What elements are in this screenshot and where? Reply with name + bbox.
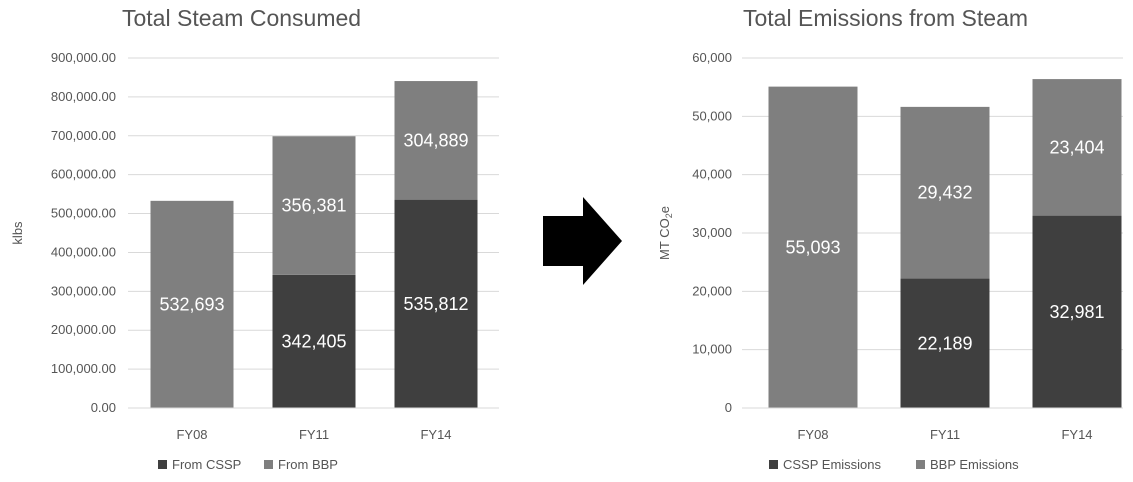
bar-fy08-from-bbp (150, 200, 234, 408)
right-arrow-icon (543, 197, 622, 285)
data-label: 535,812 (403, 294, 468, 314)
data-label: 23,404 (1049, 137, 1104, 157)
x-tick-label: FY14 (1061, 427, 1092, 442)
y-tick-label: 700,000.00 (51, 128, 116, 143)
y-axis-label: MT CO2e (657, 206, 674, 260)
legend-label: CSSP Emissions (783, 457, 882, 472)
arrow-shape (543, 197, 622, 285)
legend-swatch (916, 460, 925, 469)
y-tick-label: 800,000.00 (51, 89, 116, 104)
y-tick-label: 50,000 (692, 108, 732, 123)
bar-fy08-bbp-emissions (768, 86, 858, 408)
data-label: 532,693 (159, 294, 224, 314)
data-label: 22,189 (917, 333, 972, 353)
legend-swatch (769, 460, 778, 469)
y-tick-label: 600,000.00 (51, 167, 116, 182)
y-tick-label: 60,000 (692, 50, 732, 65)
bar-fy11-from-bbp (272, 136, 356, 275)
data-label: 356,381 (281, 196, 346, 216)
chart-title: Total Steam Consumed (122, 5, 361, 31)
bar-fy14-from-bbp (394, 81, 478, 200)
y-tick-label: 20,000 (692, 283, 732, 298)
y-tick-label: 0.00 (91, 400, 116, 415)
legend-swatch (158, 460, 167, 469)
y-tick-label: 10,000 (692, 342, 732, 357)
y-tick-label: 0 (725, 400, 732, 415)
y-tick-label: 100,000.00 (51, 361, 116, 376)
bar-fy14-cssp-emissions (1032, 215, 1122, 408)
data-label: 304,889 (403, 130, 468, 150)
y-tick-label: 400,000.00 (51, 244, 116, 259)
y-tick-label: 500,000.00 (51, 206, 116, 221)
y-tick-label: 900,000.00 (51, 50, 116, 65)
bar-fy11-cssp-emissions (900, 278, 990, 408)
data-label: 342,405 (281, 331, 346, 351)
steam-emissions-chart: Total Emissions from Steam 0 10,000 20,000 3… (657, 5, 1123, 472)
x-tick-label: FY08 (797, 427, 828, 442)
y-tick-label: 30,000 (692, 225, 732, 240)
bar-fy11-from-cssp (272, 274, 356, 408)
x-tick-label: FY14 (420, 427, 451, 442)
steam-consumed-chart: Total Steam Consumed 0.00 100,000.00 200,00… (10, 5, 499, 472)
legend-swatch (264, 460, 273, 469)
x-tick-label: FY08 (176, 427, 207, 442)
y-tick-label: 300,000.00 (51, 283, 116, 298)
chart-title: Total Emissions from Steam (743, 5, 1028, 31)
y-tick-label: 200,000.00 (51, 322, 116, 337)
bar-fy11-bbp-emissions (900, 106, 990, 279)
x-tick-label: FY11 (299, 427, 329, 442)
data-label: 55,093 (785, 237, 840, 257)
legend-label: BBP Emissions (930, 457, 1019, 472)
data-label: 32,981 (1049, 302, 1104, 322)
legend-label: From BBP (278, 457, 338, 472)
y-axis-label: klbs (10, 221, 25, 245)
data-label: 29,432 (917, 183, 972, 203)
y-tick-label: 40,000 (692, 167, 732, 182)
x-tick-label: FY11 (930, 427, 960, 442)
legend-label: From CSSP (172, 457, 241, 472)
bar-fy14-from-cssp (394, 199, 478, 408)
bar-fy14-bbp-emissions (1032, 79, 1122, 216)
